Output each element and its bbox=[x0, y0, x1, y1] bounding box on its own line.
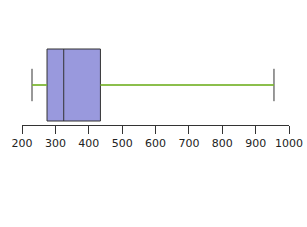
svg-text:1000: 1000 bbox=[275, 137, 303, 150]
svg-text:900: 900 bbox=[245, 137, 266, 150]
svg-text:500: 500 bbox=[112, 137, 133, 150]
svg-text:600: 600 bbox=[145, 137, 166, 150]
svg-text:400: 400 bbox=[78, 137, 99, 150]
svg-text:300: 300 bbox=[45, 137, 66, 150]
svg-text:800: 800 bbox=[212, 137, 233, 150]
svg-text:200: 200 bbox=[12, 137, 33, 150]
svg-text:700: 700 bbox=[178, 137, 199, 150]
